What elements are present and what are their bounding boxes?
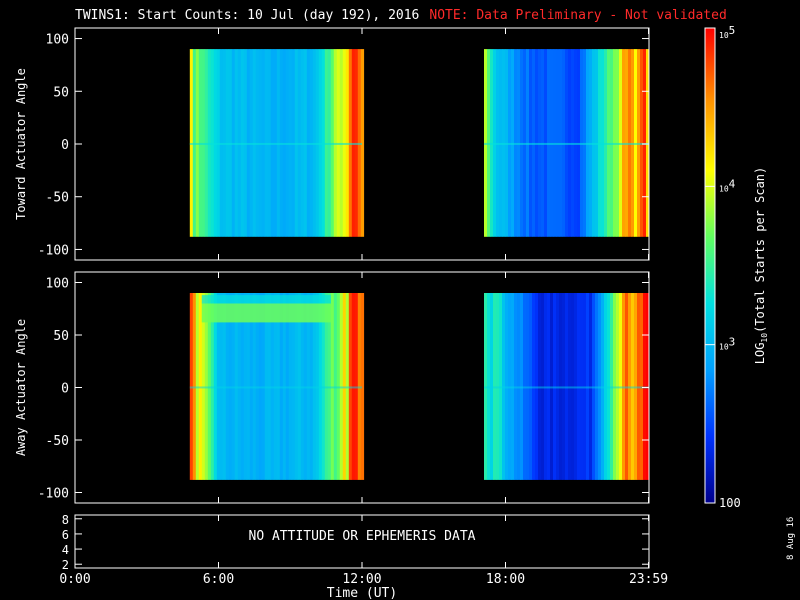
heatmap-middle (189, 293, 650, 480)
y-tick-label: 100 (46, 33, 69, 48)
y-tick-label: 2 (62, 558, 69, 572)
x-tick-label: 6:00 (203, 572, 234, 587)
y-tick-label: 0 (61, 138, 69, 153)
y-tick-label: 4 (62, 543, 69, 557)
y-tick-label: 6 (62, 528, 69, 542)
no-data-message: NO ATTITUDE OR EPHEMERIS DATA (249, 529, 476, 544)
heatmap-band (201, 303, 331, 323)
preliminary-note: NOTE: Data Preliminary - Not validated (429, 8, 727, 23)
colorbar: 105 104 103 100 LOG10(Total Starts per Scan) (704, 24, 769, 510)
axes-layer: 100 50 0 -50 -100 Toward Actuator Angle 100 50 0… (14, 27, 668, 587)
y-tick-label: -50 (46, 191, 69, 206)
colorbar-gradient (705, 28, 715, 503)
y-tick-label: -100 (38, 487, 69, 502)
y-tick-label: 0 (61, 382, 69, 397)
x-tick-label: 12:00 (342, 572, 381, 587)
y-axis-label: Away Actuator Angle (14, 319, 28, 456)
x-tick-label: 23:59 (629, 572, 668, 587)
colorbar-tick-label: 104 (719, 177, 736, 193)
date-stamp: 8 Aug 16 (786, 516, 796, 560)
colorbar-tick-label: 100 (719, 496, 741, 510)
heatmap-band (189, 142, 362, 145)
y-tick-label: -50 (46, 434, 69, 449)
colorbar-label: LOG10(Total Starts per Scan) (753, 167, 769, 365)
y-tick-label: 100 (46, 277, 69, 292)
heatmap-band (483, 386, 649, 389)
heatmap-band (189, 386, 362, 389)
x-tick-label: 0:00 (59, 572, 90, 587)
x-tick-label: 18:00 (486, 572, 525, 587)
x-axis-label: Time (UT) (327, 586, 397, 600)
heatmap-cell (360, 49, 365, 237)
plot-title: TWINS1: Start Counts: 10 Jul (day 192), … (75, 8, 727, 23)
heatmap-band (201, 295, 331, 304)
plot-title-main: TWINS1: Start Counts: 10 Jul (day 192), … (75, 8, 420, 23)
y-tick-label: 50 (53, 329, 69, 344)
y-tick-label: 8 (62, 513, 69, 527)
y-axis-label: Toward Actuator Angle (14, 68, 28, 220)
heatmap-band (483, 142, 649, 145)
heatmap-cell (360, 293, 365, 480)
y-tick-label: -100 (38, 243, 69, 258)
colorbar-tick-label: 105 (719, 24, 735, 40)
heatmap-top (189, 49, 650, 237)
colorbar-tick-label: 103 (719, 336, 735, 352)
heatmap-layer (189, 49, 650, 480)
y-tick-label: 50 (53, 85, 69, 100)
